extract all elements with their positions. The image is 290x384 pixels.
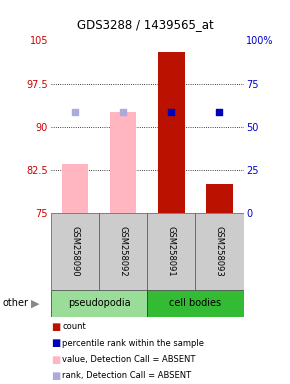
Point (72, 109, 77, 115)
Text: ■: ■ (51, 322, 60, 332)
Bar (110, 112, 136, 213)
Bar (51, 290, 147, 317)
Text: count: count (62, 323, 86, 331)
Text: rank, Detection Call = ABSENT: rank, Detection Call = ABSENT (62, 371, 191, 380)
Bar (147, 290, 244, 317)
Text: percentile rank within the sample: percentile rank within the sample (62, 339, 204, 348)
Bar (51, 213, 99, 290)
Point (169, 109, 174, 115)
Text: ■: ■ (51, 371, 60, 381)
Bar (61, 164, 88, 213)
Text: value, Detection Call = ABSENT: value, Detection Call = ABSENT (62, 355, 196, 364)
Bar (99, 213, 147, 290)
Text: pseudopodia: pseudopodia (68, 298, 130, 308)
Bar (206, 184, 233, 213)
Point (121, 109, 125, 115)
Text: GSM258090: GSM258090 (70, 226, 79, 277)
Text: GSM258093: GSM258093 (215, 226, 224, 277)
Text: ■: ■ (51, 354, 60, 364)
Point (217, 109, 222, 115)
Text: GSM258091: GSM258091 (167, 226, 176, 277)
Text: GDS3288 / 1439565_at: GDS3288 / 1439565_at (77, 18, 213, 31)
Text: ▶: ▶ (30, 298, 39, 308)
Text: other: other (3, 298, 29, 308)
Bar (147, 213, 195, 290)
Text: GSM258092: GSM258092 (119, 226, 128, 277)
Text: ■: ■ (51, 338, 60, 348)
Bar (158, 52, 184, 213)
Bar (195, 213, 244, 290)
Text: cell bodies: cell bodies (169, 298, 222, 308)
